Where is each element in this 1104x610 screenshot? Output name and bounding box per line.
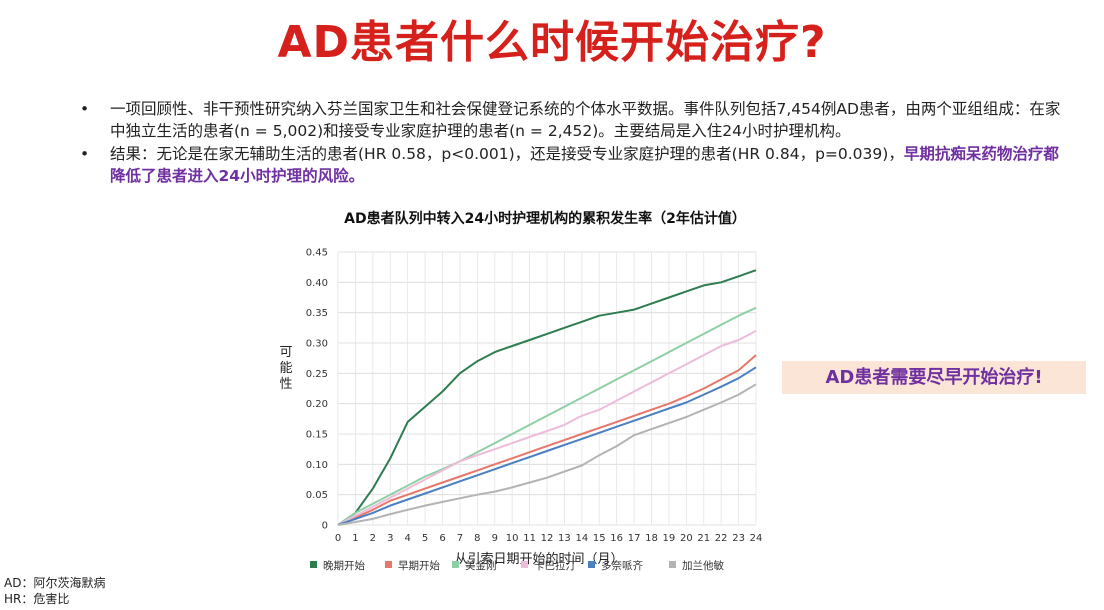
x-tick-label: 21 xyxy=(697,533,710,544)
legend-label: 加兰他敏 xyxy=(682,559,724,572)
series-line xyxy=(337,354,757,526)
x-tick-label: 20 xyxy=(680,533,693,544)
x-tick-label: 8 xyxy=(474,533,480,544)
x-tick-label: 16 xyxy=(610,533,623,544)
footnote-ad: AD：阿尔茨海默病 xyxy=(4,576,106,590)
legend-swatch xyxy=(588,561,595,568)
y-tick-label: 0 xyxy=(322,521,328,532)
legend-label: 多奈哌齐 xyxy=(601,559,643,572)
legend-swatch xyxy=(385,561,392,568)
x-tick-label: 2 xyxy=(370,533,376,544)
bullet-item: • 结果：无论是在家无辅助生活的患者(HR 0.58，p<0.001)，还是接受… xyxy=(80,143,1065,187)
x-tick-label: 0 xyxy=(335,533,341,544)
x-tick-label: 11 xyxy=(523,533,536,544)
x-tick-label: 9 xyxy=(492,533,498,544)
legend-swatch xyxy=(452,561,459,568)
x-tick-label: 7 xyxy=(457,533,463,544)
y-tick-label: 0.20 xyxy=(306,399,328,410)
x-tick-label: 13 xyxy=(558,533,571,544)
series-line xyxy=(337,330,757,526)
bullet-text: 结果：无论是在家无辅助生活的患者(HR 0.58，p<0.001)，还是接受专业… xyxy=(110,145,904,163)
legend-label: 晚期开始 xyxy=(323,559,365,572)
y-axis-label: 可能性 xyxy=(279,345,292,392)
x-tick-label: 18 xyxy=(645,533,658,544)
x-tick-label: 17 xyxy=(628,533,641,544)
x-tick-label: 14 xyxy=(575,533,588,544)
y-tick-label: 0.05 xyxy=(306,490,328,501)
bullet-item: • 一项回顾性、非干预性研究纳入芬兰国家卫生和社会保健登记系统的个体水平数据。事… xyxy=(80,98,1065,142)
y-tick-label: 0.40 xyxy=(306,278,328,289)
legend-swatch xyxy=(521,561,528,568)
series-line xyxy=(337,306,757,526)
y-tick-label: 0.35 xyxy=(306,308,328,319)
bullet-marker: • xyxy=(80,145,90,163)
x-axis-label: 从引索日期开始的时间（月） xyxy=(454,551,623,567)
x-tick-label: 5 xyxy=(422,533,428,544)
x-tick-label: 23 xyxy=(732,533,745,544)
bullet-marker: • xyxy=(80,100,90,118)
y-tick-label: 0.30 xyxy=(306,339,328,350)
x-tick-label: 6 xyxy=(439,533,445,544)
bullet-list: • 一项回顾性、非干预性研究纳入芬兰国家卫生和社会保健登记系统的个体水平数据。事… xyxy=(80,98,1065,188)
y-tick-label: 0.10 xyxy=(306,460,328,471)
x-tick-label: 22 xyxy=(715,533,728,544)
x-tick-label: 10 xyxy=(506,533,519,544)
cumulative-incidence-chart: 00.050.100.150.200.250.300.350.400.450 1 2… xyxy=(279,248,763,573)
x-tick-label: 19 xyxy=(663,533,676,544)
x-tick-label: 3 xyxy=(387,533,393,544)
legend-label: 早期开始 xyxy=(398,559,440,572)
x-tick-label: 24 xyxy=(750,533,763,544)
y-tick-label: 0.45 xyxy=(306,248,328,259)
x-tick-label: 4 xyxy=(404,533,410,544)
callout-box: AD患者需要尽早开始治疗! xyxy=(782,361,1086,394)
series-line xyxy=(337,366,757,526)
legend-label: 美金刚 xyxy=(465,559,497,572)
bullet-highlight: 早期抗痴呆药物治疗都降低了患者进入24小时护理的风险。 xyxy=(110,145,1059,185)
y-tick-label: 0.25 xyxy=(306,369,328,380)
x-tick-label: 12 xyxy=(541,533,554,544)
x-tick-label: 15 xyxy=(593,533,606,544)
bullet-text: 一项回顾性、非干预性研究纳入芬兰国家卫生和社会保健登记系统的个体水平数据。事件队… xyxy=(110,100,1061,140)
legend-swatch xyxy=(669,561,676,568)
series-line xyxy=(337,383,757,526)
footnote-hr: HR：危害比 xyxy=(4,592,70,606)
x-tick-label: 1 xyxy=(352,533,358,544)
series-line xyxy=(337,269,757,526)
legend-swatch xyxy=(310,561,317,568)
slide-title: AD患者什么时候开始治疗? xyxy=(277,17,827,68)
chart-title: AD患者队列中转入24小时护理机构的累积发生率（2年估计值） xyxy=(344,211,746,227)
y-tick-label: 0.15 xyxy=(306,430,328,441)
legend-label: 卡巴拉汀 xyxy=(534,559,576,572)
